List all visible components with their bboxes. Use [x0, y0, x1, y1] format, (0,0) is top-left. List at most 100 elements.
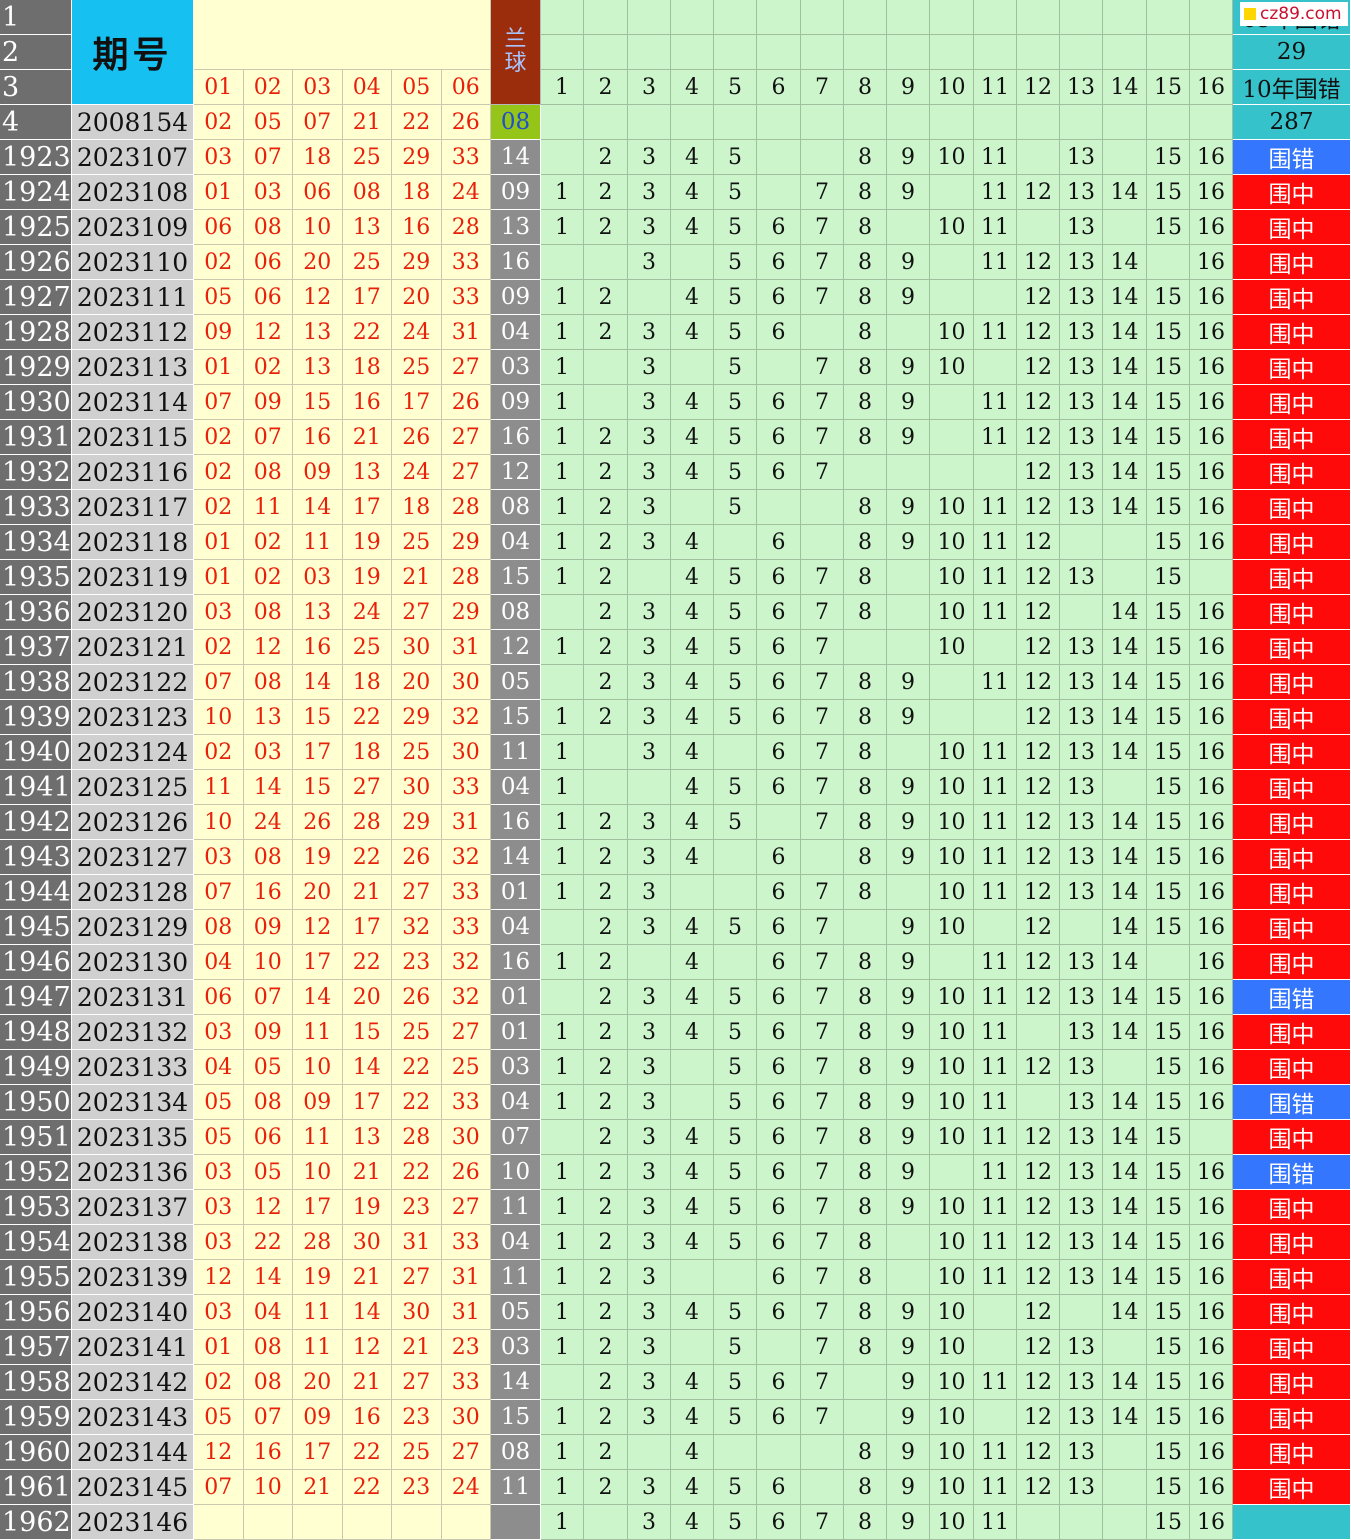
kill-cell[interactable]: 3	[628, 735, 671, 770]
red-ball-cell[interactable]: 25	[342, 140, 392, 175]
red-ball-cell[interactable]: 30	[392, 1295, 442, 1330]
red-ball-cell[interactable]	[392, 1505, 442, 1540]
kill-cell[interactable]: 15	[1147, 1085, 1190, 1120]
kill-cell[interactable]: 5	[714, 1365, 757, 1400]
blue-ball-cell[interactable]: 04	[491, 1085, 541, 1120]
kill-cell[interactable]: 11	[974, 525, 1017, 560]
result-cell[interactable]: 围中	[1233, 945, 1351, 980]
kill-cell[interactable]: 15	[1147, 700, 1190, 735]
blue-ball-cell[interactable]: 05	[491, 665, 541, 700]
kill-cell[interactable]: 15	[1147, 980, 1190, 1015]
kill-cell[interactable]: 1	[541, 420, 584, 455]
result-header-label-10[interactable]: 10年围错	[1233, 70, 1351, 105]
kill-cell[interactable]: 2	[584, 1155, 628, 1190]
red-ball-cell[interactable]: 11	[293, 1295, 343, 1330]
result-cell[interactable]: 围中	[1233, 350, 1351, 385]
kill-cell[interactable]: 14	[1103, 875, 1147, 910]
kill-cell[interactable]: 1	[541, 210, 584, 245]
kill-cell[interactable]: 5	[714, 315, 757, 350]
row-number[interactable]: 1950	[0, 1085, 72, 1120]
kill-cell[interactable]: 1	[541, 1050, 584, 1085]
red-ball-cell[interactable]: 29	[392, 245, 442, 280]
red-ball-cell[interactable]: 01	[194, 350, 244, 385]
kill-cell[interactable]: 3	[628, 875, 671, 910]
kill-cell[interactable]: 14	[1103, 595, 1147, 630]
kill-cell[interactable]: 12	[1017, 770, 1060, 805]
kill-cell[interactable]: 11	[974, 840, 1017, 875]
blue-ball-cell[interactable]: 01	[491, 1015, 541, 1050]
kill-cell[interactable]: 15	[1147, 910, 1190, 945]
kill-cell[interactable]: 12	[1017, 735, 1060, 770]
blue-ball-cell[interactable]: 11	[491, 735, 541, 770]
kill-cell[interactable]: 3	[628, 980, 671, 1015]
kill-cell[interactable]	[887, 1225, 930, 1260]
kill-cell[interactable]: 13	[1060, 1365, 1103, 1400]
blue-ball-cell[interactable]: 07	[491, 1120, 541, 1155]
kill-cell[interactable]: 13	[1060, 210, 1103, 245]
kill-cell[interactable]: 5	[714, 385, 757, 420]
kill-cell[interactable]: 9	[887, 1295, 930, 1330]
kill-cell[interactable]: 4	[671, 385, 714, 420]
red-ball-cell[interactable]: 22	[342, 945, 392, 980]
kill-cell[interactable]: 7	[801, 980, 844, 1015]
kill-cell[interactable]	[930, 105, 974, 140]
kill-cell[interactable]: 9	[887, 1050, 930, 1085]
kill-cell[interactable]: 8	[844, 875, 887, 910]
result-cell[interactable]: 围中	[1233, 665, 1351, 700]
kill-cell[interactable]: 10	[930, 1085, 974, 1120]
kill-cell[interactable]	[628, 280, 671, 315]
kill-cell[interactable]: 5	[714, 1155, 757, 1190]
red-ball-cell[interactable]: 07	[194, 665, 244, 700]
kill-cell[interactable]: 6	[757, 945, 801, 980]
red-ball-cell[interactable]: 04	[194, 1050, 244, 1085]
kill-cell[interactable]: 1	[541, 1295, 584, 1330]
kill-col-header[interactable]: 2	[584, 70, 628, 105]
kill-cell[interactable]: 6	[757, 210, 801, 245]
kill-cell[interactable]: 14	[1103, 1260, 1147, 1295]
red-ball-cell[interactable]: 04	[243, 1295, 293, 1330]
kill-cell[interactable]: 8	[844, 140, 887, 175]
kill-cell[interactable]: 13	[1060, 385, 1103, 420]
red-ball-cell[interactable]: 25	[392, 350, 442, 385]
red-ball-cell[interactable]: 25	[441, 1050, 491, 1085]
kill-cell[interactable]: 7	[801, 1225, 844, 1260]
red-ball-cell[interactable]: 03	[194, 1225, 244, 1260]
red-ball-cell[interactable]: 12	[243, 315, 293, 350]
red-ball-cell[interactable]: 33	[441, 1225, 491, 1260]
kill-cell[interactable]	[974, 350, 1017, 385]
result-cell[interactable]: 围错	[1233, 140, 1351, 175]
red-ball-cell[interactable]: 09	[194, 315, 244, 350]
kill-cell[interactable]: 10	[930, 770, 974, 805]
kill-cell[interactable]: 10	[930, 875, 974, 910]
period-cell[interactable]: 2023132	[72, 1015, 194, 1050]
red-ball-cell[interactable]: 12	[243, 1190, 293, 1225]
red-ball-cell[interactable]: 27	[342, 770, 392, 805]
kill-cell[interactable]	[541, 105, 584, 140]
kill-cell[interactable]	[887, 210, 930, 245]
red-ball-cell[interactable]: 08	[243, 455, 293, 490]
red-ball-cell[interactable]	[441, 1505, 491, 1540]
kill-cell[interactable]: 8	[844, 595, 887, 630]
kill-cell[interactable]: 3	[628, 490, 671, 525]
kill-cell[interactable]: 8	[844, 315, 887, 350]
red-ball-cell[interactable]: 30	[441, 1400, 491, 1435]
kill-cell[interactable]: 10	[930, 630, 974, 665]
red-ball-cell[interactable]	[342, 1505, 392, 1540]
kill-cell[interactable]: 5	[714, 245, 757, 280]
kill-cell[interactable]: 7	[801, 945, 844, 980]
kill-cell[interactable]: 14	[1103, 980, 1147, 1015]
kill-cell[interactable]	[887, 630, 930, 665]
kill-cell[interactable]: 16	[1190, 1155, 1233, 1190]
kill-cell[interactable]: 14	[1103, 175, 1147, 210]
kill-cell[interactable]: 12	[1017, 1330, 1060, 1365]
red-ball-cell[interactable]: 30	[392, 770, 442, 805]
kill-cell[interactable]: 2	[584, 455, 628, 490]
kill-header-blank[interactable]	[887, 0, 930, 35]
red-ball-cell[interactable]: 12	[293, 910, 343, 945]
kill-cell[interactable]: 10	[930, 910, 974, 945]
kill-header-blank[interactable]	[974, 0, 1017, 35]
kill-cell[interactable]	[1190, 105, 1233, 140]
kill-cell[interactable]: 7	[801, 875, 844, 910]
kill-cell[interactable]: 12	[1017, 1225, 1060, 1260]
kill-cell[interactable]: 6	[757, 1085, 801, 1120]
